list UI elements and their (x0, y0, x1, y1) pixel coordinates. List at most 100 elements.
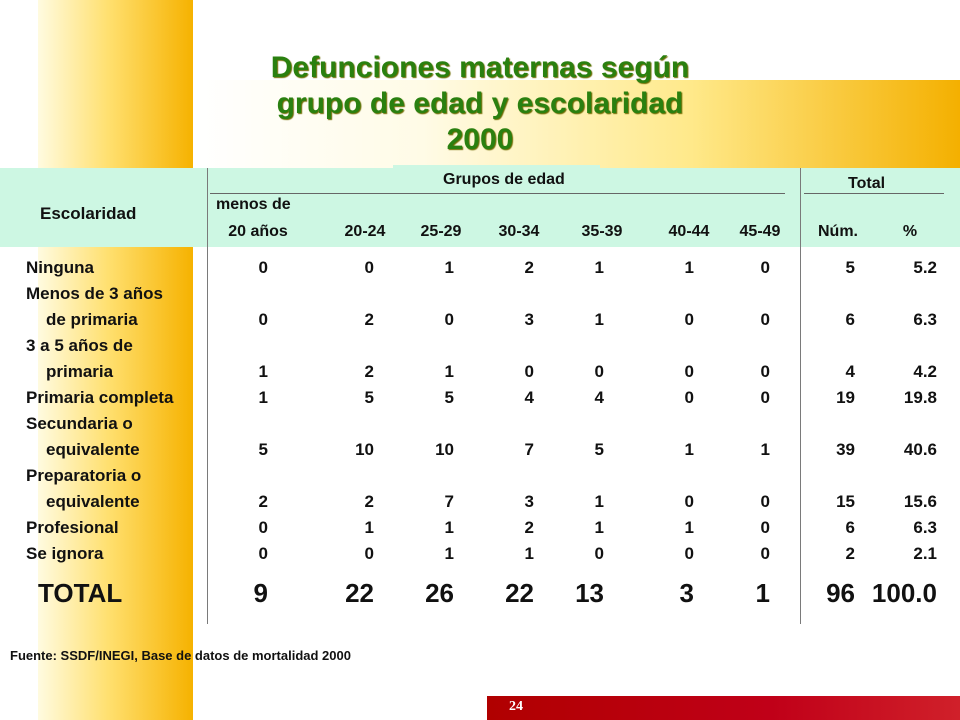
row-label: primaria (46, 362, 114, 381)
table-cell: 5.2 (913, 258, 937, 277)
total-cell: 22 (505, 578, 534, 608)
table-cell: 0 (258, 518, 268, 537)
table-cell: 2 (845, 544, 855, 563)
total-cell: 9 (253, 578, 268, 608)
column-header: 20 años (228, 223, 288, 240)
column-header: 20-24 (344, 223, 386, 240)
row-label: Secundaria o (26, 414, 133, 433)
table-cell: 5 (845, 258, 855, 277)
table-cell: 2.1 (913, 544, 937, 563)
table-cell: 5 (444, 388, 454, 407)
total-cell: 96 (826, 578, 855, 608)
page-title: Defunciones maternas según grupo de edad… (160, 50, 800, 158)
table-cell: 1 (444, 362, 454, 381)
table-cell: 2 (258, 492, 268, 511)
table-cell: 4 (524, 388, 534, 407)
table-cell: 0 (258, 544, 268, 563)
table-cell: 0 (684, 362, 694, 381)
table-cell: 1 (444, 544, 454, 563)
footer-bar: 24 (487, 696, 960, 720)
table-cell: 2 (524, 258, 534, 277)
table-cell: 0 (684, 388, 694, 407)
table-cell: 0 (684, 492, 694, 511)
table-cell: 10 (435, 440, 454, 459)
table-cell: 1 (684, 258, 694, 277)
table-cell: 1 (684, 518, 694, 537)
header-escolaridad: Escolaridad (40, 204, 137, 223)
table-cell: 15.6 (903, 492, 937, 511)
table-cell: 19.8 (903, 388, 937, 407)
table-cell: 0 (444, 310, 454, 329)
header-total: Total (848, 175, 886, 192)
column-header: 40-44 (668, 223, 710, 240)
table-cell: 1 (444, 518, 454, 537)
table-cell: 2 (364, 492, 374, 511)
table-cell: 5 (594, 440, 604, 459)
column-header: 25-29 (420, 223, 462, 240)
table-cell: 4.2 (913, 362, 937, 381)
header-menos-de: menos de (216, 196, 291, 213)
table-cell: 7 (524, 440, 534, 459)
row-label: 3 a 5 años de (26, 336, 133, 355)
table-cell: 0 (760, 258, 770, 277)
table-cell: 3 (524, 492, 534, 511)
column-header: Núm. (818, 223, 858, 240)
table-cell: 0 (760, 518, 770, 537)
table-cell: 1 (760, 440, 770, 459)
table-cell: 4 (845, 362, 855, 381)
table-cell: 0 (258, 258, 268, 277)
row-label: equivalente (46, 440, 140, 459)
table-cell: 3 (524, 310, 534, 329)
header-rule (210, 193, 785, 194)
column-header: 45-49 (739, 223, 781, 240)
table-cell: 0 (760, 362, 770, 381)
row-label: Se ignora (26, 544, 104, 563)
row-label: Profesional (26, 518, 119, 537)
total-label: TOTAL (38, 578, 123, 608)
table-cell: 0 (684, 544, 694, 563)
row-label: Menos de 3 años (26, 284, 163, 303)
header-grupos-de-edad: Grupos de edad (443, 171, 565, 188)
table-cell: 7 (444, 492, 454, 511)
page-number: 24 (509, 699, 523, 714)
table-cell: 15 (836, 492, 855, 511)
table-cell: 0 (364, 258, 374, 277)
table-cell: 2 (364, 310, 374, 329)
table-cell: 1 (444, 258, 454, 277)
table-cell: 4 (594, 388, 604, 407)
total-cell: 1 (755, 578, 770, 608)
column-divider (207, 168, 208, 624)
table-cell: 0 (760, 492, 770, 511)
table-cell: 0 (760, 544, 770, 563)
table-cell: 1 (364, 518, 374, 537)
table-cell: 0 (594, 362, 604, 381)
row-label: equivalente (46, 492, 140, 511)
table-cell: 2 (364, 362, 374, 381)
table-cell: 6 (845, 310, 855, 329)
table-cell: 6.3 (913, 310, 937, 329)
total-cell: 3 (679, 578, 694, 608)
table-cell: 1 (594, 518, 604, 537)
table-cell: 0 (364, 544, 374, 563)
table-cell: 1 (594, 492, 604, 511)
table-cell: 0 (594, 544, 604, 563)
table-cell: 19 (836, 388, 855, 407)
title-band (193, 80, 960, 168)
table-cell: 6.3 (913, 518, 937, 537)
table-cell: 6 (845, 518, 855, 537)
source-note: Fuente: SSDF/INEGI, Base de datos de mor… (10, 648, 351, 663)
column-header: 30-34 (498, 223, 540, 240)
table-cell: 2 (524, 518, 534, 537)
row-label: de primaria (46, 310, 138, 329)
total-cell: 100.0 (871, 578, 937, 608)
table-cell: 1 (594, 310, 604, 329)
table-cell: 0 (524, 362, 534, 381)
title-line-3: 2000 (446, 123, 514, 156)
table-cell: 39 (836, 440, 855, 459)
table-cell: 5 (364, 388, 374, 407)
decorative-strip (38, 0, 193, 720)
table-cell: 0 (760, 310, 770, 329)
table-cell: 5 (258, 440, 268, 459)
table-cell: 0 (684, 310, 694, 329)
total-cell: 26 (425, 578, 454, 608)
